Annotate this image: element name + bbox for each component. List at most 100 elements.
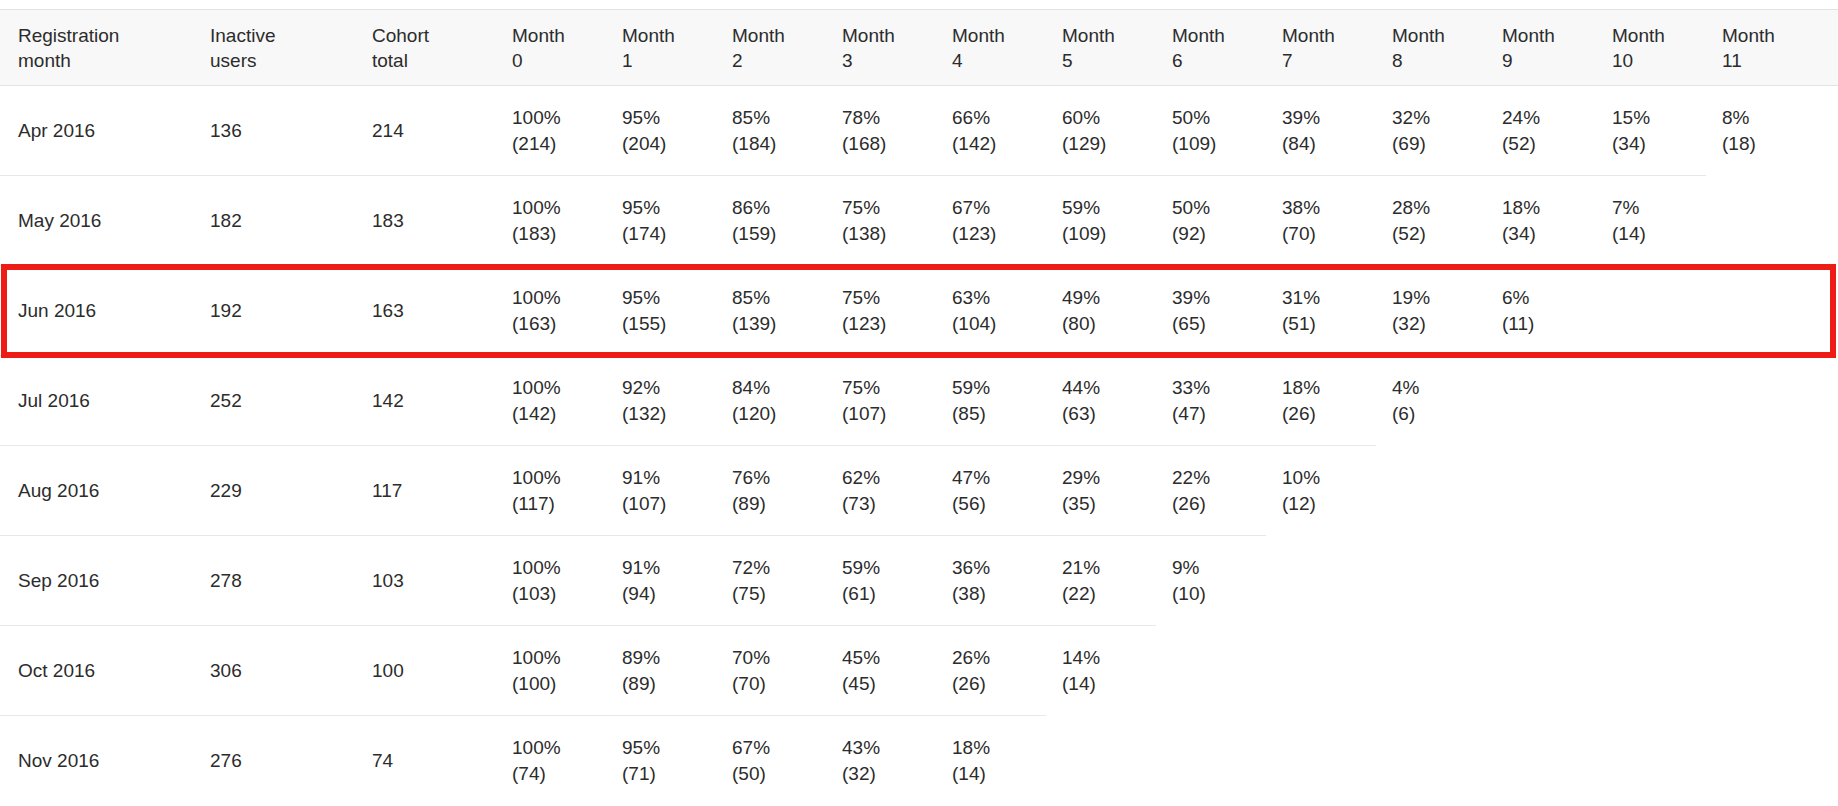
retention-percent: 26% xyxy=(952,645,1040,671)
retention-percent: 60% xyxy=(1062,105,1150,131)
retention-count: (35) xyxy=(1062,491,1150,517)
retention-count: (63) xyxy=(1062,401,1150,427)
table-row: Jun 2016192163100%(163)95%(155)85%(139)7… xyxy=(0,266,1838,356)
cell-cohort-total: 74 xyxy=(356,716,496,806)
retention-count: (85) xyxy=(952,401,1040,427)
retention-count: (138) xyxy=(842,221,930,247)
retention-count: (73) xyxy=(842,491,930,517)
table-row: Oct 2016306100100%(100)89%(89)70%(70)45%… xyxy=(0,626,1838,716)
cell-month-8: 19%(32) xyxy=(1376,266,1486,356)
cell-month-0: 100%(163) xyxy=(496,266,606,356)
cell-month-1: 89%(89) xyxy=(606,626,716,716)
cell-month-4: 18%(14) xyxy=(936,716,1046,806)
retention-percent: 75% xyxy=(842,375,930,401)
cell-month-2: 72%(75) xyxy=(716,536,826,626)
retention-count: (168) xyxy=(842,131,930,157)
cell-month-6: 33%(47) xyxy=(1156,356,1266,446)
retention-count: (94) xyxy=(622,581,710,607)
retention-count: (75) xyxy=(732,581,820,607)
cell-month-4: 67%(123) xyxy=(936,176,1046,266)
retention-count: (80) xyxy=(1062,311,1150,337)
column-header-cohort-total: Cohort total xyxy=(356,10,496,86)
retention-count: (34) xyxy=(1502,221,1590,247)
retention-count: (65) xyxy=(1172,311,1260,337)
retention-percent: 10% xyxy=(1282,465,1370,491)
retention-percent: 85% xyxy=(732,105,820,131)
retention-percent: 70% xyxy=(732,645,820,671)
retention-percent: 43% xyxy=(842,735,930,761)
retention-percent: 59% xyxy=(842,555,930,581)
retention-count: (142) xyxy=(512,401,600,427)
retention-percent: 91% xyxy=(622,555,710,581)
cohort-table-container: Registration monthInactive usersCohort t… xyxy=(0,0,1838,806)
cell-month-3: 43%(32) xyxy=(826,716,936,806)
cell-month-0: 100%(117) xyxy=(496,446,606,536)
retention-count: (84) xyxy=(1282,131,1370,157)
retention-count: (184) xyxy=(732,131,820,157)
cell-month-5: 21%(22) xyxy=(1046,536,1156,626)
cell-month-1: 95%(155) xyxy=(606,266,716,356)
retention-percent: 92% xyxy=(622,375,710,401)
cell-inactive-users: 276 xyxy=(194,716,356,806)
cell-cohort-total: 100 xyxy=(356,626,496,716)
cell-registration-month: Oct 2016 xyxy=(0,626,194,716)
cell-month-7: 38%(70) xyxy=(1266,176,1376,266)
cell-registration-month: Jun 2016 xyxy=(0,266,194,356)
column-header-month-7: Month 7 xyxy=(1266,10,1376,86)
retention-count: (109) xyxy=(1172,131,1260,157)
cell-month-3: 78%(168) xyxy=(826,86,936,176)
cell-month-1: 91%(107) xyxy=(606,446,716,536)
column-header-inactive-users: Inactive users xyxy=(194,10,356,86)
cell-month-3: 59%(61) xyxy=(826,536,936,626)
column-header-month-6: Month 6 xyxy=(1156,10,1266,86)
retention-percent: 6% xyxy=(1502,285,1590,311)
retention-percent: 31% xyxy=(1282,285,1370,311)
cell-month-5: 59%(109) xyxy=(1046,176,1156,266)
cell-month-9: 18%(34) xyxy=(1486,176,1596,266)
retention-count: (32) xyxy=(842,761,930,787)
cell-registration-month: Nov 2016 xyxy=(0,716,194,806)
retention-count: (132) xyxy=(622,401,710,427)
table-row: Apr 2016136214100%(214)95%(204)85%(184)7… xyxy=(0,86,1838,176)
cell-registration-month: May 2016 xyxy=(0,176,194,266)
retention-percent: 91% xyxy=(622,465,710,491)
retention-percent: 100% xyxy=(512,645,600,671)
retention-percent: 59% xyxy=(1062,195,1150,221)
cell-month-3: 62%(73) xyxy=(826,446,936,536)
cell-inactive-users: 192 xyxy=(194,266,356,356)
retention-percent: 33% xyxy=(1172,375,1260,401)
retention-count: (14) xyxy=(952,761,1040,787)
column-header-month-0: Month 0 xyxy=(496,10,606,86)
retention-count: (56) xyxy=(952,491,1040,517)
retention-percent: 75% xyxy=(842,195,930,221)
table-row: Jul 2016252142100%(142)92%(132)84%(120)7… xyxy=(0,356,1838,446)
retention-percent: 39% xyxy=(1172,285,1260,311)
retention-percent: 18% xyxy=(1282,375,1370,401)
cell-month-2: 67%(50) xyxy=(716,716,826,806)
cell-month-2: 84%(120) xyxy=(716,356,826,446)
cell-month-1: 92%(132) xyxy=(606,356,716,446)
retention-percent: 95% xyxy=(622,105,710,131)
cell-month-0: 100%(103) xyxy=(496,536,606,626)
retention-percent: 95% xyxy=(622,195,710,221)
table-row: Nov 201627674100%(74)95%(71)67%(50)43%(3… xyxy=(0,716,1838,806)
retention-count: (92) xyxy=(1172,221,1260,247)
cell-registration-month: Apr 2016 xyxy=(0,86,194,176)
retention-count: (123) xyxy=(952,221,1040,247)
cell-month-9: 6%(11) xyxy=(1486,266,1596,356)
cell-month-4: 59%(85) xyxy=(936,356,1046,446)
column-header-month-2: Month 2 xyxy=(716,10,826,86)
cell-month-4: 66%(142) xyxy=(936,86,1046,176)
cell-month-2: 70%(70) xyxy=(716,626,826,716)
retention-percent: 50% xyxy=(1172,105,1260,131)
cell-inactive-users: 306 xyxy=(194,626,356,716)
column-header-month-5: Month 5 xyxy=(1046,10,1156,86)
retention-count: (89) xyxy=(732,491,820,517)
cell-registration-month: Jul 2016 xyxy=(0,356,194,446)
retention-count: (26) xyxy=(1282,401,1370,427)
retention-count: (32) xyxy=(1392,311,1480,337)
cell-month-5: 49%(80) xyxy=(1046,266,1156,356)
cell-cohort-total: 214 xyxy=(356,86,496,176)
retention-percent: 95% xyxy=(622,735,710,761)
retention-count: (11) xyxy=(1502,311,1590,337)
